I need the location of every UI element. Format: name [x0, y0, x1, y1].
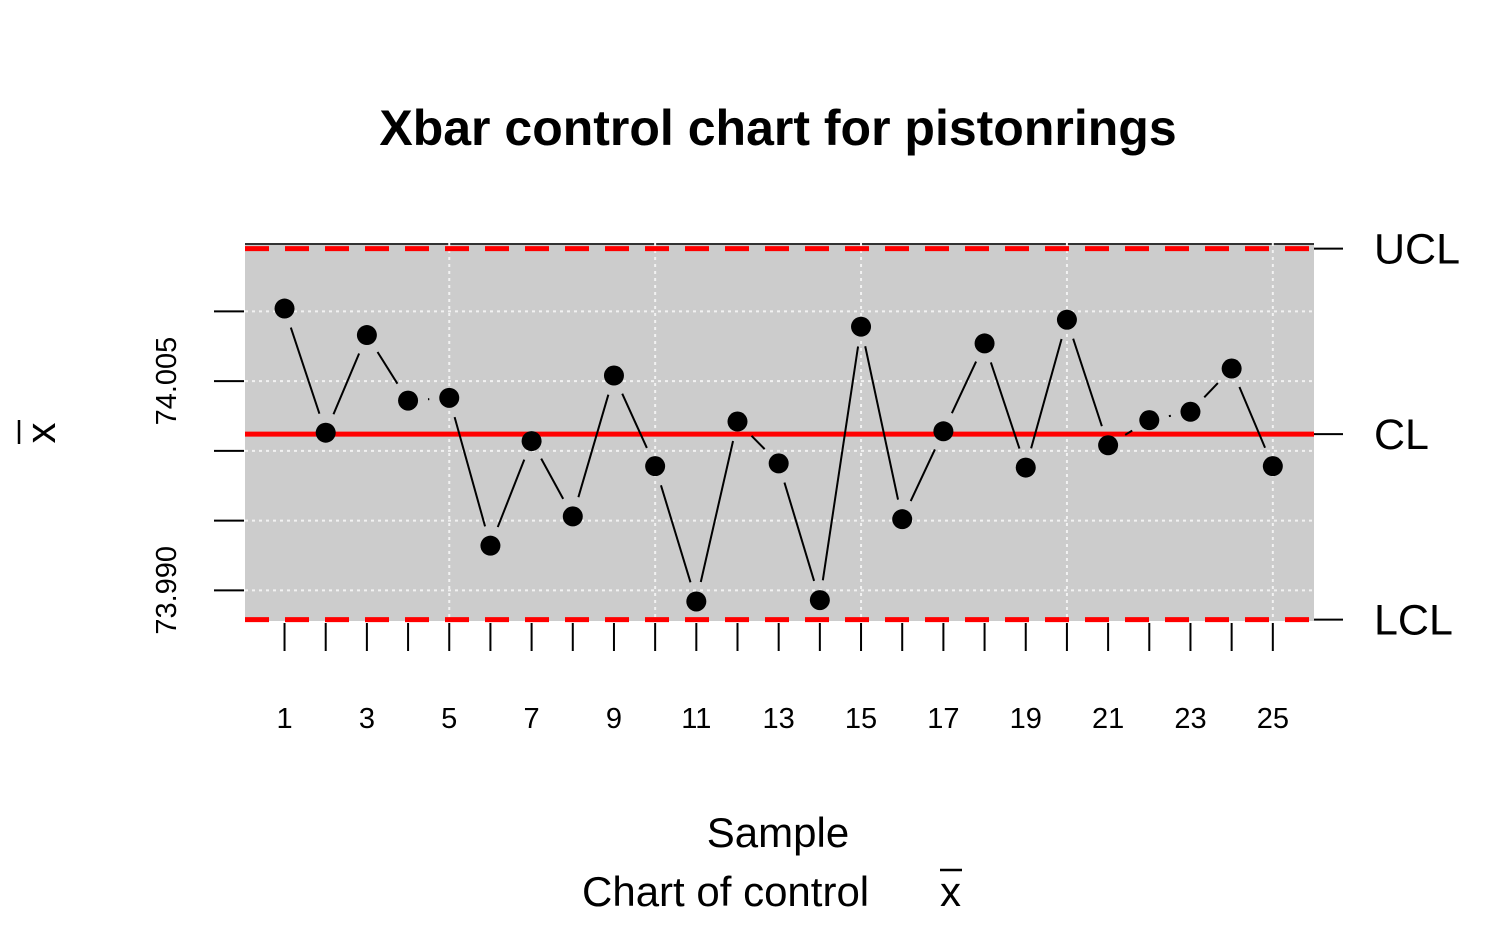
data-point	[645, 456, 665, 476]
x-tick-label: 11	[681, 703, 711, 735]
x-tick-label: 13	[763, 703, 795, 735]
data-point	[357, 325, 377, 345]
data-point	[1139, 410, 1159, 430]
y-tick-label: 73.990	[151, 546, 183, 635]
data-point	[604, 366, 624, 386]
data-point	[480, 536, 500, 556]
lcl-label: LCL	[1374, 597, 1453, 645]
data-point	[810, 590, 830, 610]
data-point	[975, 333, 995, 353]
x-tick-label: 15	[845, 703, 877, 735]
y-tick-label: 74.005	[151, 337, 183, 426]
x-axis-subtitle-symbol: x	[940, 868, 961, 915]
data-point	[398, 391, 418, 411]
data-point	[1016, 458, 1036, 478]
x-axis-title: Sample	[707, 809, 849, 856]
x-tick-label: 9	[606, 703, 622, 735]
data-point	[892, 509, 912, 529]
y-axis-title: x	[17, 420, 64, 444]
data-point	[1222, 359, 1242, 379]
cl-label: CL	[1374, 411, 1429, 459]
data-point	[769, 453, 789, 473]
data-point	[727, 412, 747, 432]
data-point	[316, 423, 336, 443]
x-tick-label: 1	[276, 703, 292, 735]
x-tick-label: 25	[1257, 703, 1289, 735]
data-point	[933, 421, 953, 441]
x-axis-subtitle: Chart of control x	[582, 868, 962, 915]
data-point	[686, 591, 706, 611]
x-tick-label: 23	[1174, 703, 1206, 735]
x-tick-label: 7	[524, 703, 540, 735]
data-point	[1057, 310, 1077, 330]
x-tick-label: 19	[1010, 703, 1042, 735]
x-axis-subtitle-prefix: Chart of control	[582, 868, 869, 915]
x-tick-label: 3	[359, 703, 375, 735]
data-point	[1180, 402, 1200, 422]
data-point	[851, 317, 871, 337]
data-point	[1098, 435, 1118, 455]
x-tick-label: 21	[1092, 703, 1124, 735]
x-tick-label: 5	[441, 703, 457, 735]
data-point	[522, 431, 542, 451]
chart-title: Xbar control chart for pistonrings	[379, 100, 1176, 156]
data-point	[439, 388, 459, 408]
data-point	[563, 506, 583, 526]
y-axis-title-text: x	[17, 423, 64, 444]
ucl-label: UCL	[1374, 226, 1460, 274]
data-point	[275, 299, 295, 319]
data-point	[1263, 456, 1283, 476]
plot-area	[245, 243, 1314, 621]
x-tick-label: 17	[927, 703, 959, 735]
